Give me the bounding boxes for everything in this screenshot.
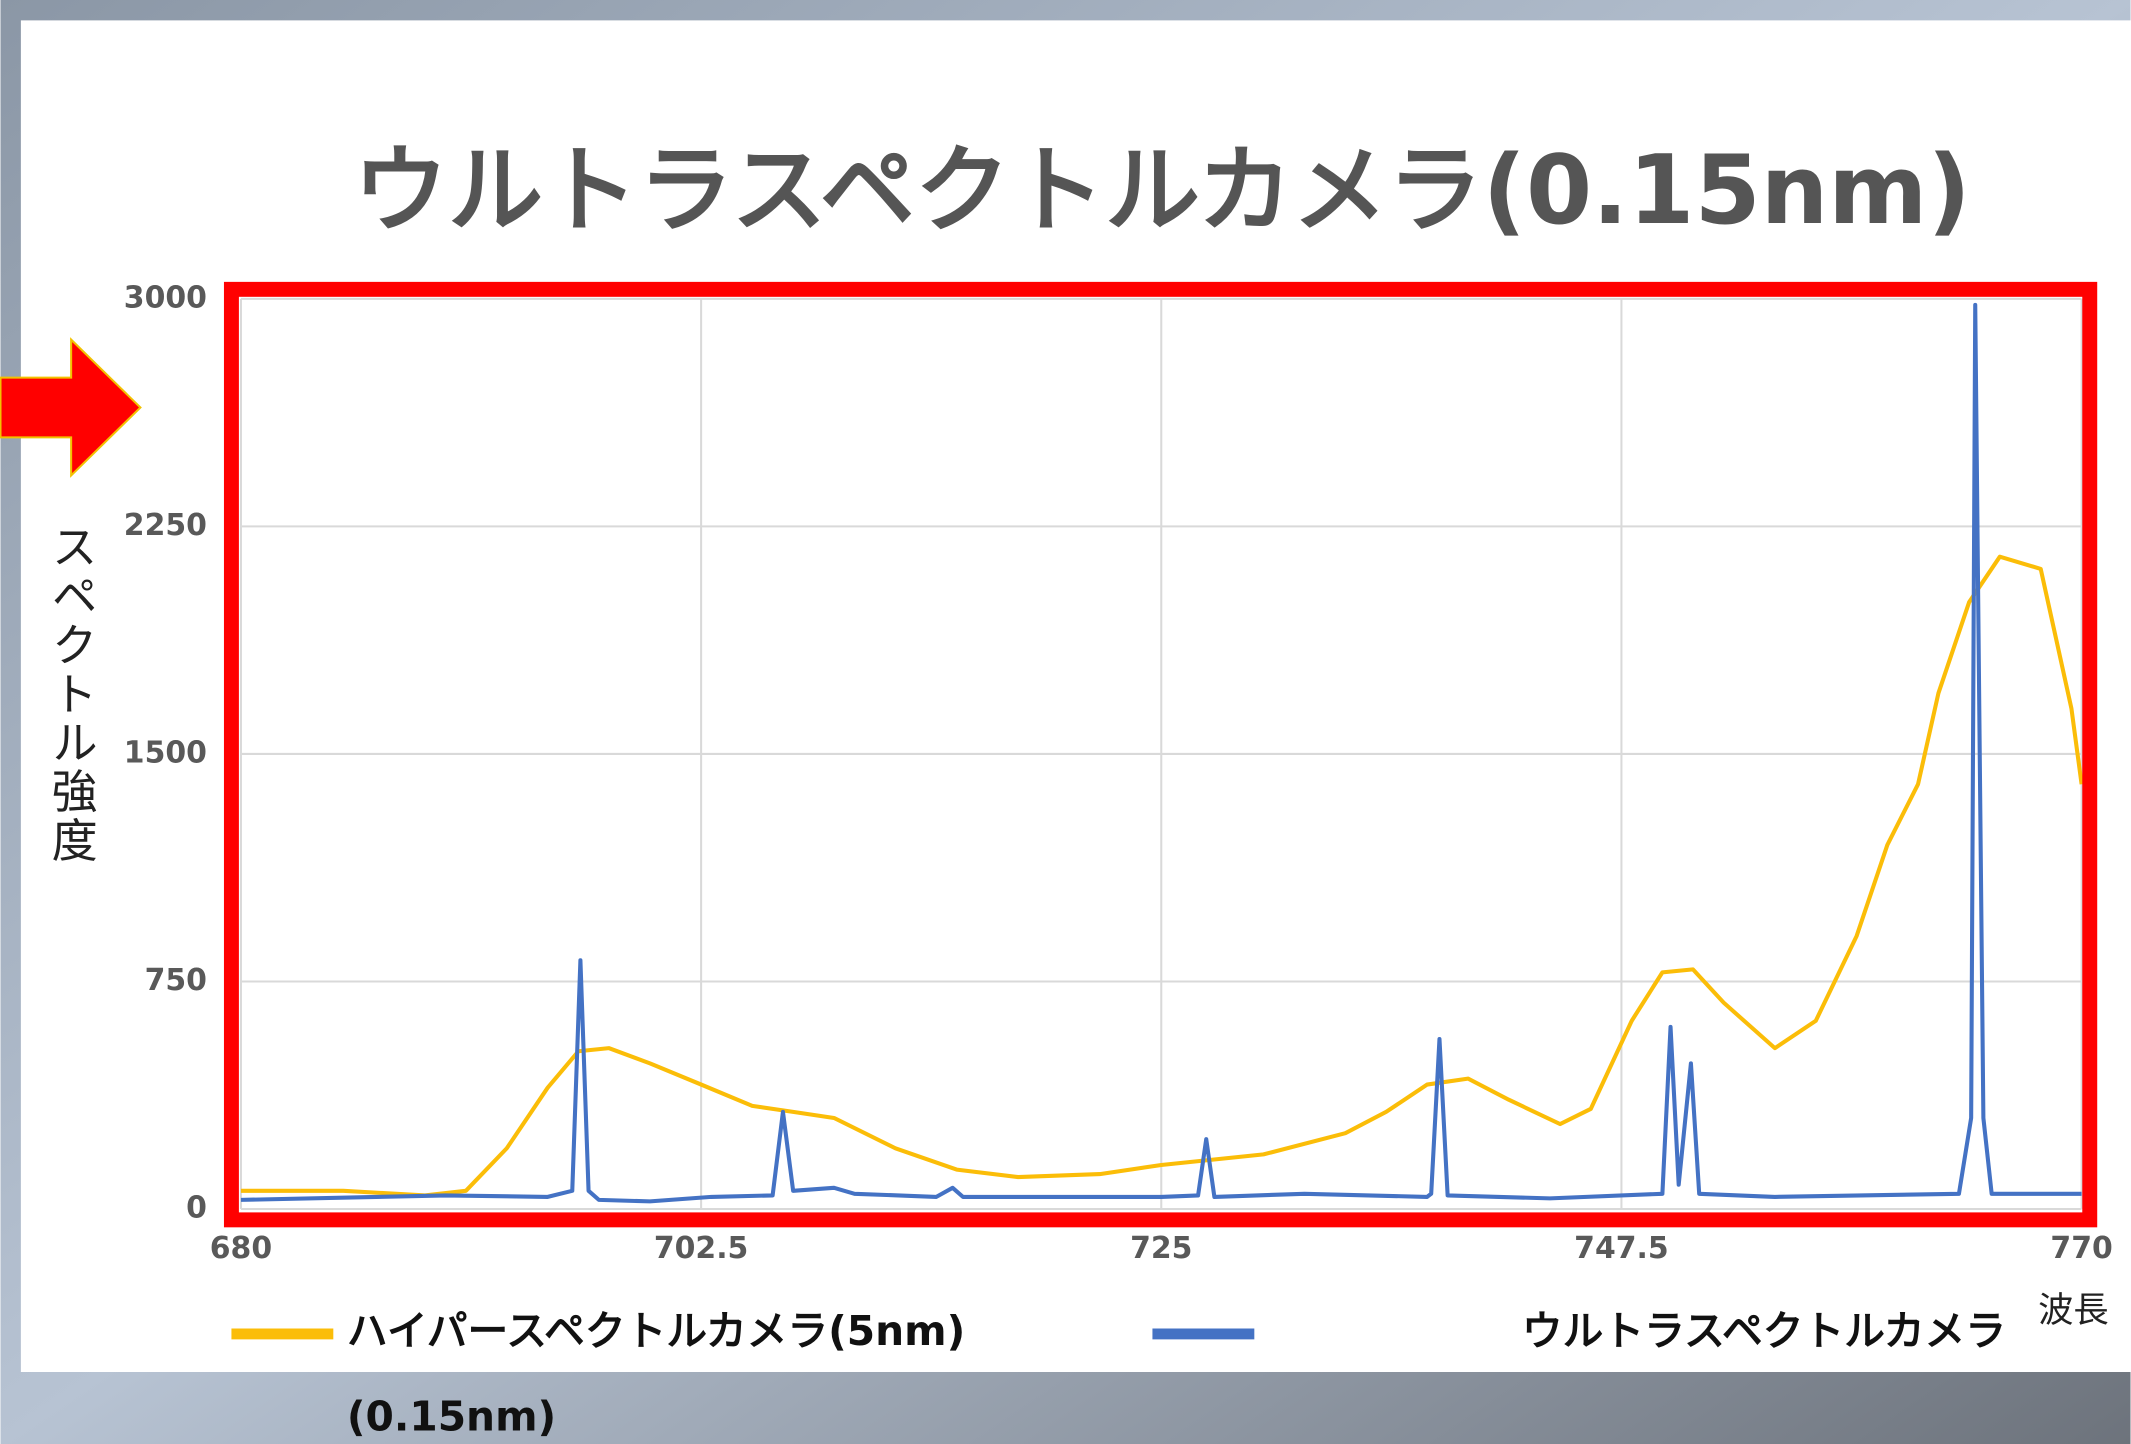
y-tick-label: 0 xyxy=(186,1190,207,1225)
legend-label: ウルトラスペクトルカメラ(0.15nm) xyxy=(347,1307,2006,1441)
x-tick-label: 725 xyxy=(1130,1231,1192,1266)
highlight-frame xyxy=(223,281,2098,1228)
y-tick-label: 3000 xyxy=(124,280,207,315)
y-tick-label: 1500 xyxy=(124,735,207,770)
chart-title: ウルトラスペクトルカメラ(0.15nm) xyxy=(353,136,1971,246)
x-axis-label: 波長 xyxy=(2038,1290,2109,1331)
x-tick-label: 747.5 xyxy=(1574,1231,1669,1266)
y-tick-label: 750 xyxy=(145,963,207,998)
x-tick-label: 680 xyxy=(210,1231,272,1266)
y-tick-label: 2250 xyxy=(124,508,207,543)
panel xyxy=(20,20,2131,1373)
y-axis-label: スペクトル強度 xyxy=(44,523,98,865)
legend-label: ハイパースペクトルカメラ(5nm) xyxy=(347,1307,965,1355)
x-tick-label: 702.5 xyxy=(654,1231,749,1266)
series-line xyxy=(240,554,2084,1198)
plot: 0 750 1500 2250 3000 680 702.5 725 747.5 770 xyxy=(124,280,2113,1266)
series-line xyxy=(240,302,2082,1204)
arrow xyxy=(0,337,142,478)
x-tick-label: 770 xyxy=(2050,1231,2112,1266)
